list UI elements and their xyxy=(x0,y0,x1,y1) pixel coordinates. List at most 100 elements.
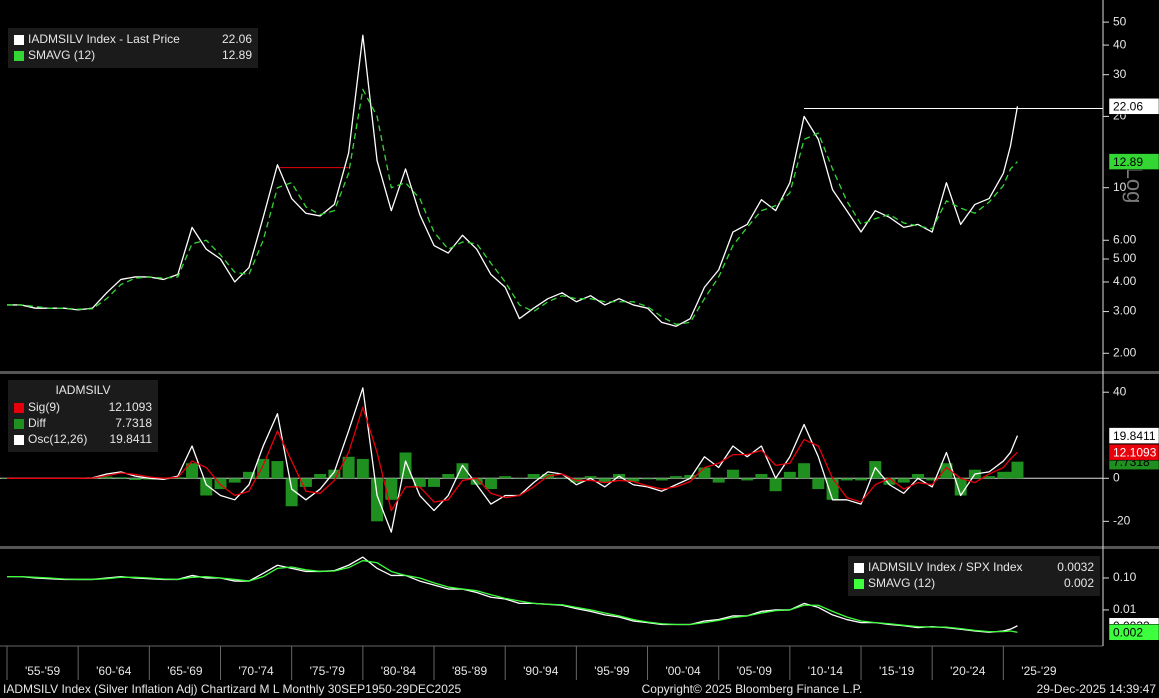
bar xyxy=(228,478,241,483)
bar xyxy=(911,473,924,479)
series-group xyxy=(7,556,1018,633)
bar xyxy=(385,478,398,500)
x-tick-label: '20-'24 xyxy=(950,664,986,678)
bar xyxy=(271,461,284,479)
bar xyxy=(983,476,996,479)
bar xyxy=(513,478,526,479)
bar xyxy=(826,478,839,500)
y-tick-label: 2.00 xyxy=(1113,345,1137,359)
y-tick-label: 3.00 xyxy=(1113,304,1137,318)
x-tick-label: '10-'14 xyxy=(808,664,844,678)
bar xyxy=(712,478,725,483)
last-value-label: 0.002 xyxy=(1113,625,1143,639)
y-tick-label: 0 xyxy=(1113,470,1120,484)
legend-label: IADMSILV Index - Last Price xyxy=(28,32,180,46)
panel-separator xyxy=(0,546,1159,549)
bar xyxy=(798,463,811,479)
legend-swatch xyxy=(14,403,24,413)
bar xyxy=(200,478,213,496)
legend-value: 0.0032 xyxy=(1057,560,1094,574)
x-tick-label: '15-'19 xyxy=(879,664,915,678)
bar xyxy=(242,471,255,479)
x-tick-label: '85-'89 xyxy=(452,664,488,678)
bar xyxy=(214,478,227,490)
legend-value: 12.89 xyxy=(222,48,252,62)
legend-label: SMAVG (12) xyxy=(28,48,95,62)
panel-separator xyxy=(0,371,1159,374)
legend-value: 22.06 xyxy=(222,32,252,46)
bar xyxy=(186,463,199,479)
legend-label: Diff xyxy=(28,416,46,430)
x-tick-label: '70-'74 xyxy=(238,664,274,678)
bar xyxy=(285,478,298,507)
bar xyxy=(598,478,611,483)
x-tick-label: '60-'64 xyxy=(96,664,132,678)
bar xyxy=(129,478,142,481)
bar xyxy=(940,463,953,479)
bar xyxy=(698,467,711,479)
bar xyxy=(356,458,369,479)
bar xyxy=(470,478,483,485)
bar xyxy=(869,461,882,479)
y-tick-label: -20 xyxy=(1113,514,1131,528)
panel: 50403020106.005.004.003.002.00Log22.0612… xyxy=(7,14,1159,359)
legend-label: IADMSILV Index / SPX Index xyxy=(868,560,1023,574)
y-tick-label: 0.01 xyxy=(1113,602,1137,616)
bar xyxy=(257,458,270,479)
bar xyxy=(641,478,654,480)
legend-swatch xyxy=(14,435,24,445)
bar xyxy=(556,478,569,479)
bar xyxy=(527,473,540,479)
legend-value: 12.1093 xyxy=(109,400,153,414)
last-value-label: 22.06 xyxy=(1113,99,1143,113)
legend-swatch xyxy=(14,35,24,45)
last-value-label: 12.1093 xyxy=(1113,445,1157,459)
footer-right: 29-Dec-2025 14:39:47 xyxy=(1037,682,1157,696)
bar xyxy=(371,478,384,522)
line-series xyxy=(7,559,1018,633)
series-group xyxy=(7,34,1019,327)
bar xyxy=(399,452,412,479)
x-tick-label: '05-'09 xyxy=(737,664,773,678)
bar xyxy=(100,476,113,479)
line-series xyxy=(7,406,1018,512)
last-value-label: 12.89 xyxy=(1113,155,1143,169)
last-value-box xyxy=(1108,624,1159,641)
bar xyxy=(684,475,697,479)
x-tick-label: '95-'99 xyxy=(594,664,630,678)
y-tick-label: 40 xyxy=(1113,37,1127,51)
y-tick-label: 5.00 xyxy=(1113,251,1137,265)
bar xyxy=(484,478,497,490)
bar xyxy=(456,463,469,479)
y-tick-label: 30 xyxy=(1113,67,1127,81)
last-value-box xyxy=(1108,98,1159,115)
bar xyxy=(726,469,739,479)
bar xyxy=(428,478,441,487)
legend-value: 7.7318 xyxy=(115,416,152,430)
x-tick-label: '55-'59 xyxy=(25,664,61,678)
legend-label: SMAVG (12) xyxy=(868,576,935,590)
legend-swatch xyxy=(854,579,864,589)
bar xyxy=(299,478,312,487)
last-value-box xyxy=(1108,443,1159,461)
x-tick-label: '25-'29 xyxy=(1021,664,1057,678)
legend-label: Osc(12,26) xyxy=(28,432,87,446)
legend-box xyxy=(848,556,1100,596)
legend-swatch xyxy=(14,419,24,429)
x-tick-label: '90-'94 xyxy=(523,664,559,678)
bar xyxy=(328,469,341,479)
bar xyxy=(669,476,682,479)
bar xyxy=(926,478,939,481)
series-group xyxy=(1,387,1024,533)
last-value-box xyxy=(1108,153,1159,170)
bar xyxy=(1004,471,1017,479)
bar xyxy=(812,478,825,490)
legend-value: 0.002 xyxy=(1064,576,1094,590)
panel: 40 0 -20 7.7318 19.8411 12.1093 IADMSILV Sig(9)… xyxy=(0,380,1159,533)
legend-swatch xyxy=(854,563,864,573)
legend-box xyxy=(8,380,158,452)
bar xyxy=(1011,461,1024,479)
bar xyxy=(897,478,910,483)
bar xyxy=(442,473,455,479)
